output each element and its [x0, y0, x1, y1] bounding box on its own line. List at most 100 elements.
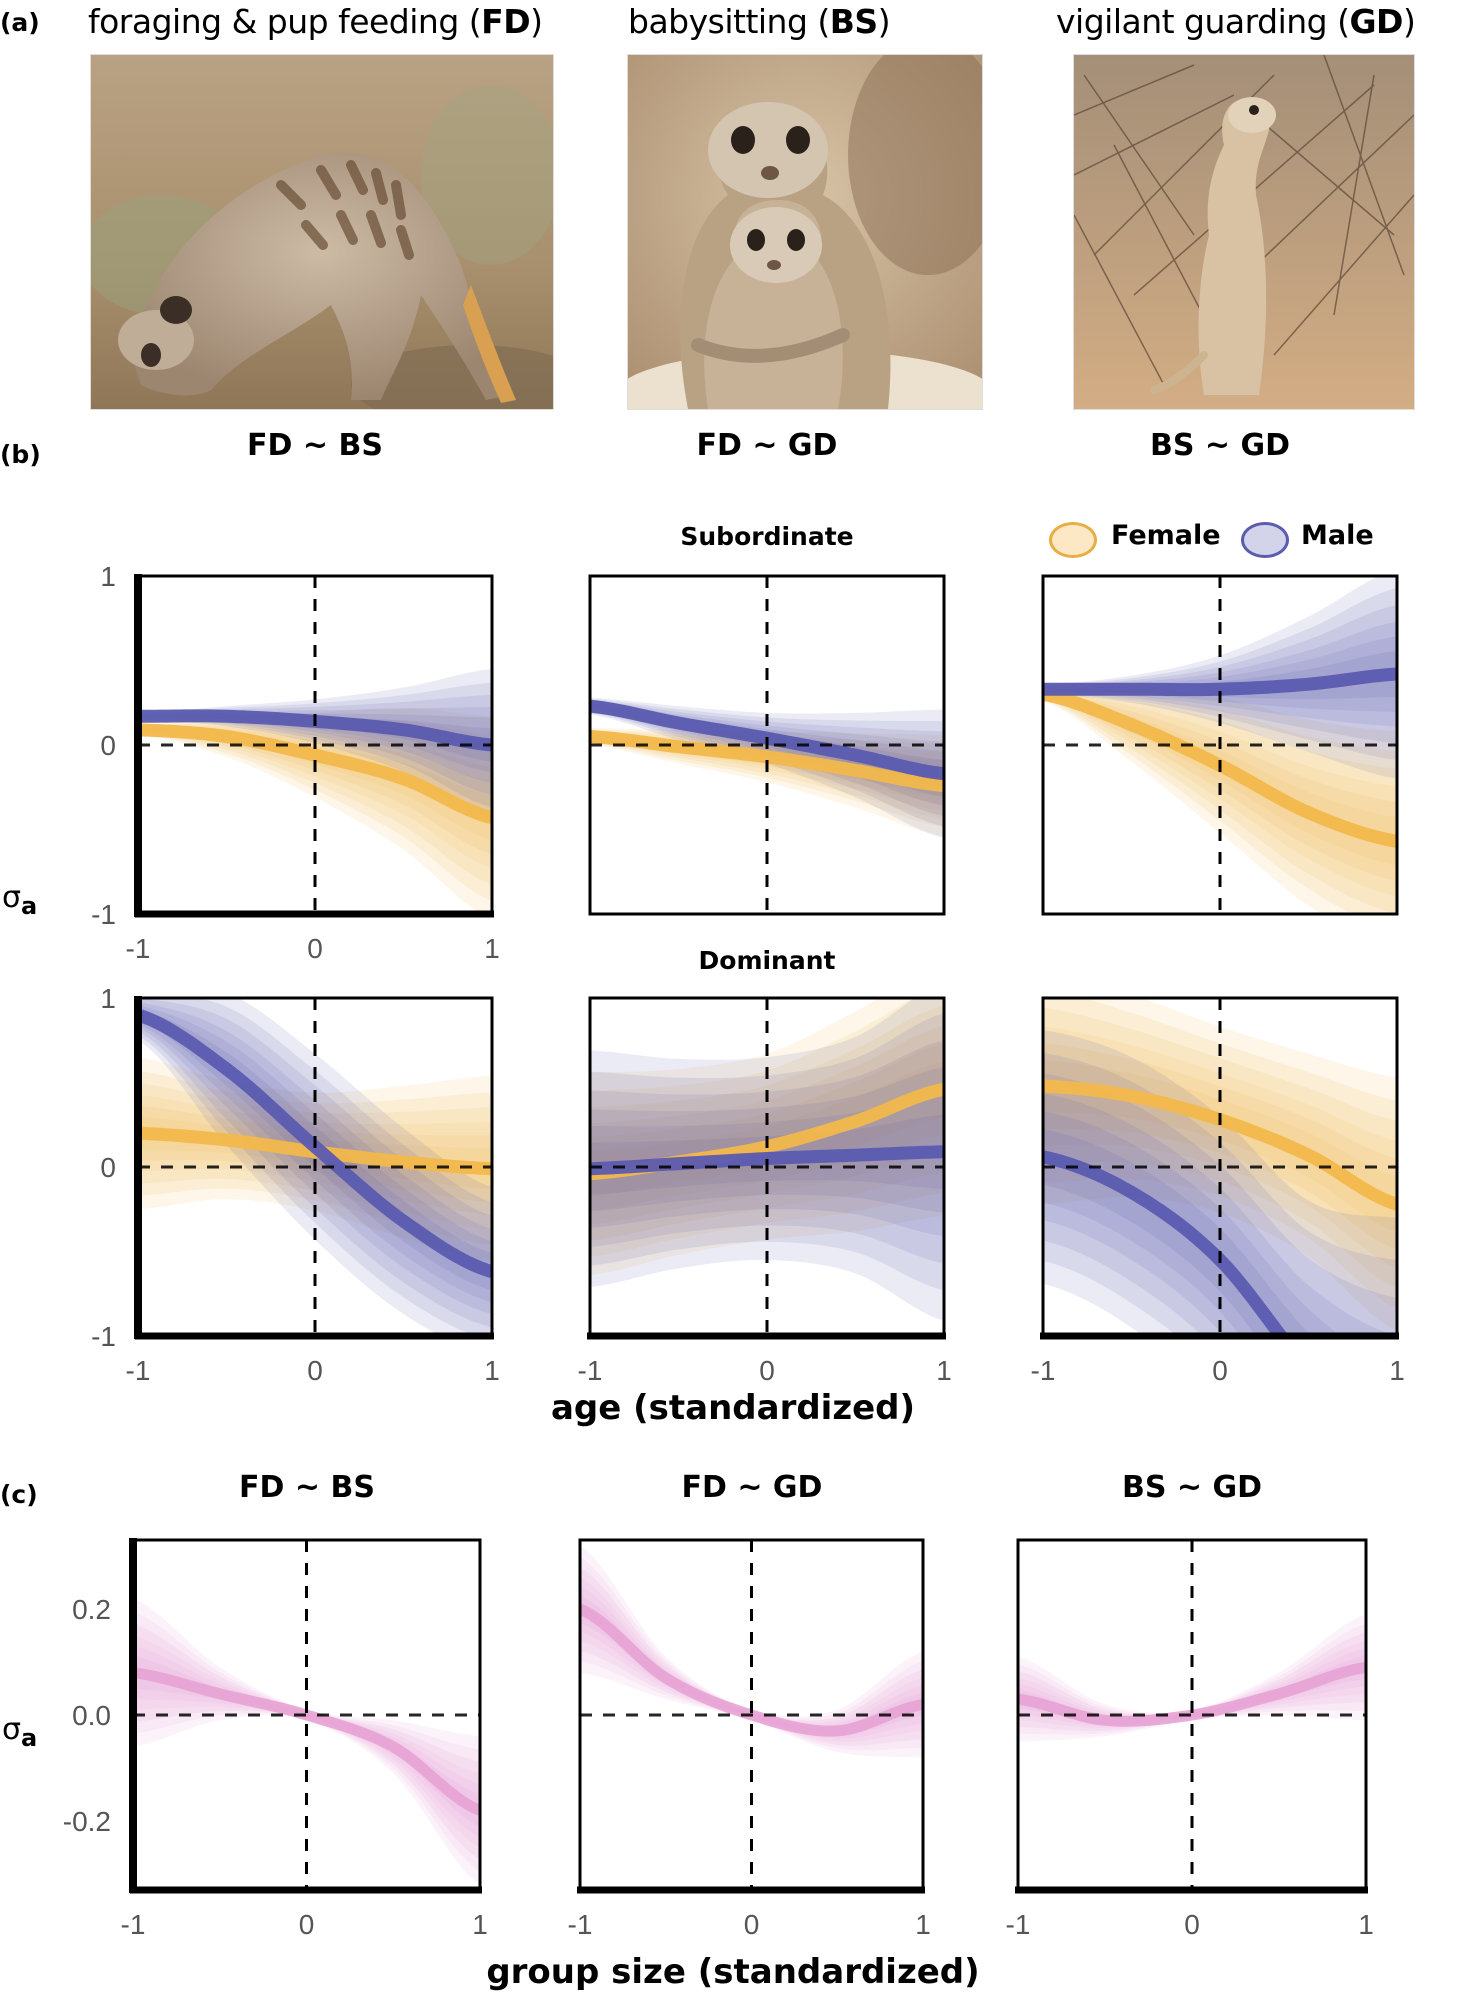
column-title-c-fd-bs: FD ~ BS	[239, 1470, 375, 1505]
meerkat-babysitting-illustration	[628, 55, 982, 409]
credible-band-group-size	[1018, 1623, 1366, 1735]
x-tick-label: 1	[484, 1355, 500, 1386]
x-tick-label: -1	[121, 1909, 146, 1940]
mean-line-group-size	[133, 1667, 480, 1816]
x-tick-label: 0	[307, 1355, 323, 1386]
x-tick-label: 1	[936, 1355, 952, 1386]
credible-band-group-size	[1018, 1614, 1366, 1742]
credible-band-male	[590, 699, 944, 827]
mean-line-male	[1043, 667, 1397, 697]
chart-b-5: -1 0 1	[578, 996, 952, 1386]
photo-title-suffix: )	[877, 2, 891, 41]
mean-line-female	[138, 723, 492, 824]
panel-b-label: (b)	[0, 440, 41, 469]
x-tick-label: 1	[484, 933, 500, 964]
mean-line-female	[590, 730, 944, 793]
meerkat-babysitting-photo	[627, 54, 983, 410]
chart-c-9: -1 0 1	[1006, 1538, 1374, 1940]
sigma-subscript: a	[21, 892, 38, 920]
photo-title-text: vigilant guarding (	[1056, 2, 1350, 41]
panel-c-label: (c)	[0, 1480, 38, 1509]
x-tick-label: 0	[299, 1909, 315, 1940]
x-tick-label: -1	[126, 1355, 151, 1386]
plot-area	[590, 576, 944, 914]
credible-band-female	[590, 998, 944, 1257]
credible-band-group-size	[1018, 1632, 1366, 1732]
meerkat-foraging-illustration	[91, 55, 553, 409]
plot-area	[133, 1540, 480, 1890]
plot-frame	[1041, 574, 1399, 916]
credible-band-female	[1043, 686, 1397, 914]
x-axis-title-age: age (standardized)	[550, 1388, 916, 1428]
credible-band-female	[138, 723, 492, 885]
y-tick-label: 0	[100, 1152, 116, 1183]
chart-b-4: -1 0 1 1 0 -1	[91, 983, 500, 1386]
column-title-c-bs-gd: BS ~ GD	[1121, 1470, 1263, 1505]
column-title-bs-gd: BS ~ GD	[1149, 428, 1291, 463]
photo-title-text: foraging & pup feeding (	[88, 2, 482, 41]
chart-b-2	[588, 574, 946, 916]
plot-area	[1043, 576, 1397, 914]
row-title-subordinate: Subordinate	[680, 522, 854, 551]
credible-band-female	[1043, 998, 1397, 1309]
x-tick-label: -1	[568, 1909, 593, 1940]
x-tick-label: 1	[915, 1909, 931, 1940]
chart-b-3	[1041, 574, 1399, 916]
credible-band-female	[138, 707, 492, 914]
photo-title-babysitting: babysitting (BS)	[628, 2, 891, 41]
plot-area	[1043, 998, 1397, 1336]
y-tick-label: 0.0	[72, 1700, 111, 1731]
x-tick-label: 1	[1389, 1355, 1405, 1386]
x-tick-label: -1	[578, 1355, 603, 1386]
photo-title-abbr: FD	[481, 2, 531, 41]
credible-band-group-size	[580, 1566, 923, 1746]
row-title-dominant: Dominant	[698, 946, 836, 975]
x-tick-label: 0	[744, 1909, 760, 1940]
y-tick-label: 0.2	[72, 1594, 111, 1625]
sigma-symbol: σ	[2, 880, 22, 915]
credible-band-male	[1043, 1052, 1397, 1336]
meerkat-guarding-photo	[1073, 54, 1415, 410]
column-title-fd-gd: FD ~ GD	[696, 428, 838, 463]
photo-title-guarding: vigilant guarding (GD)	[1056, 2, 1416, 41]
panel-a-label: (a)	[0, 8, 40, 37]
y-tick-label: 0	[100, 730, 116, 761]
y-tick-label: -0.2	[63, 1806, 111, 1837]
legend-label-female: Female	[1111, 520, 1221, 551]
sigma-subscript: a	[21, 1724, 38, 1752]
column-title-c-fd-gd: FD ~ GD	[681, 1470, 823, 1505]
credible-band-female	[590, 1025, 944, 1225]
plot-frame	[588, 574, 946, 916]
legend-swatch-female	[1049, 522, 1097, 558]
plot-area	[138, 998, 492, 1336]
credible-band-female	[1043, 688, 1397, 914]
sigma-symbol: σ	[2, 1712, 22, 1747]
credible-band-female	[138, 719, 492, 901]
credible-band-male	[590, 697, 944, 838]
credible-band-group-size	[133, 1611, 480, 1872]
photo-title-text: babysitting (	[628, 2, 830, 41]
x-tick-label: 1	[1358, 1909, 1374, 1940]
credible-band-male	[138, 668, 492, 821]
legend-label-male: Male	[1301, 520, 1374, 551]
credible-band-group-size	[133, 1598, 480, 1885]
credible-band-female	[138, 726, 492, 869]
chart-c-8: -1 0 1	[568, 1538, 931, 1940]
y-axis-label-b: σa	[2, 880, 37, 920]
y-tick-label: -1	[91, 1321, 116, 1352]
x-tick-label: 1	[472, 1909, 488, 1940]
credible-band-male	[1043, 1073, 1397, 1336]
credible-band-female	[1043, 692, 1397, 866]
plot-area	[590, 998, 944, 1336]
credible-band-female	[1043, 689, 1397, 914]
plot-area	[580, 1540, 923, 1890]
legend-swatch-male	[1241, 522, 1289, 558]
y-tick-label: 1	[100, 561, 116, 592]
photo-title-suffix: )	[530, 2, 543, 41]
x-tick-label: -1	[126, 933, 151, 964]
photo-title-foraging: foraging & pup feeding (FD)	[88, 2, 543, 41]
photo-title-abbr: GD	[1349, 2, 1403, 41]
x-tick-label: 0	[759, 1355, 775, 1386]
plot-area	[1018, 1540, 1366, 1890]
